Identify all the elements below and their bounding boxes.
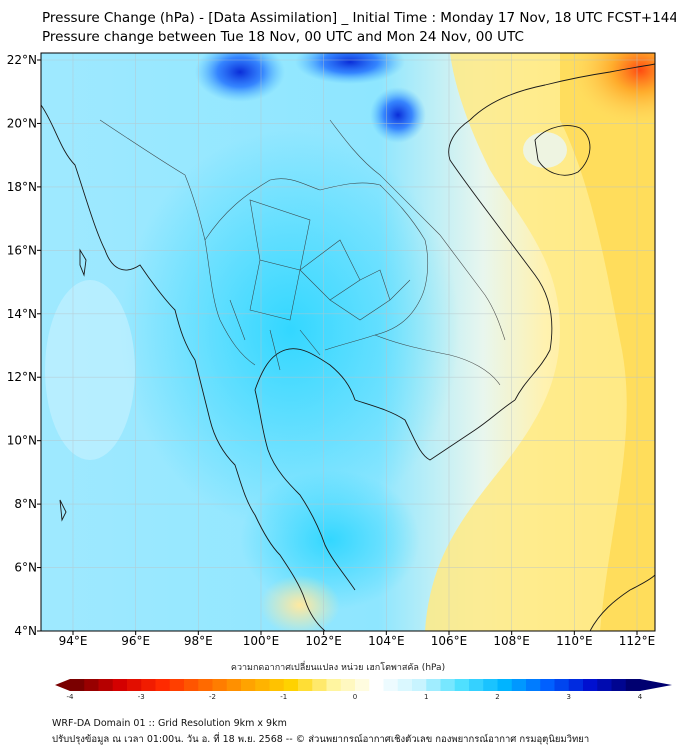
colorbar-cell	[241, 679, 256, 691]
colorbar-cell	[226, 679, 242, 691]
map-subtitle: Pressure change between Tue 18 Nov, 00 U…	[42, 29, 524, 45]
colorbar-cell	[84, 679, 99, 691]
colorbar-cell	[298, 679, 313, 691]
colorbar-cell	[554, 679, 570, 691]
lon-label: 94°E	[59, 634, 88, 648]
colorbar-tick-label: 2	[495, 693, 500, 701]
colorbar	[55, 679, 672, 691]
colorbar-cell	[483, 679, 498, 691]
colorbar-cell	[511, 679, 527, 691]
colorbar-tick-label: 3	[566, 693, 571, 701]
colorbar-tick-label: -1	[280, 693, 288, 701]
colorbar-cell	[212, 679, 228, 691]
colorbar-cell	[440, 679, 456, 691]
map-title: Pressure Change (hPa) - [Data Assimilati…	[42, 10, 676, 26]
colorbar-tick-label: 0	[352, 693, 358, 701]
colorbar-cell	[255, 679, 270, 691]
colorbar-cell	[426, 679, 441, 691]
borders	[99, 119, 506, 386]
colorbar-cell	[169, 679, 185, 691]
lat-label: 12°N	[7, 370, 37, 384]
colorbar-tick-label: -3	[137, 693, 145, 701]
colorbar-cell	[112, 679, 128, 691]
lon-label: 106°E	[431, 634, 468, 648]
colorbar-cell	[283, 679, 299, 691]
colorbar-cell	[625, 679, 641, 691]
lat-label: 20°N	[7, 116, 37, 130]
lon-label: 104°E	[368, 634, 405, 648]
colorbar-cell	[369, 679, 384, 691]
lon-label: 112°E	[619, 634, 656, 648]
colorbar-title: ความกดอากาศเปลี่ยนแปลง หน่วย เฮกโตพาสคัล…	[230, 663, 446, 673]
colorbar-cell	[326, 679, 342, 691]
coastlines	[41, 63, 655, 631]
colorbar-cell	[568, 679, 584, 691]
colorbar-right-arrow	[640, 679, 672, 691]
colorbar-cell	[412, 679, 427, 691]
colorbar-cell	[355, 679, 370, 691]
colorbar-left-arrow	[55, 679, 70, 691]
lat-label: 16°N	[7, 243, 37, 257]
lat-label: 14°N	[7, 307, 37, 321]
lat-label: 10°N	[7, 434, 37, 448]
lon-label: 98°E	[184, 634, 213, 648]
colorbar-tick-label: -2	[209, 693, 216, 701]
lon-label: 96°E	[121, 634, 150, 648]
pressure-field	[41, 53, 655, 631]
colorbar-cell	[597, 679, 612, 691]
lon-label: 100°E	[243, 634, 280, 648]
longitude-labels: 94°E 96°E 98°E 100°E 102°E 104°E 106°E 108°E 110…	[59, 631, 656, 648]
colorbar-cell	[141, 679, 156, 691]
colorbar-cell	[340, 679, 356, 691]
colorbar-cell	[611, 679, 627, 691]
colorbar-cell	[497, 679, 513, 691]
colorbar-cell	[397, 679, 413, 691]
colorbar-cell	[583, 679, 598, 691]
footer-update-info: ปรับปรุงข้อมูล ณ เวลา 01:00น. วัน อ. ที่…	[52, 734, 590, 745]
colorbar-cell	[469, 679, 484, 691]
colorbar-cell	[155, 679, 171, 691]
lat-label: 8°N	[14, 497, 37, 511]
colorbar-cell	[127, 679, 142, 691]
colorbar-tick-label: -4	[66, 693, 74, 701]
lon-label: 110°E	[556, 634, 593, 648]
colorbar-cell	[184, 679, 199, 691]
colorbar-cell	[454, 679, 470, 691]
lon-label: 102°E	[305, 634, 342, 648]
lat-label: 22°N	[7, 53, 37, 67]
footer-model-info: WRF-DA Domain 01 :: Grid Resolution 9km …	[52, 718, 287, 729]
lat-label: 18°N	[7, 180, 37, 194]
colorbar-cell	[70, 679, 85, 691]
colorbar-cell	[312, 679, 327, 691]
colorbar-cell	[198, 679, 213, 691]
colorbar-tick-label: 4	[637, 693, 643, 701]
lat-label: 6°N	[14, 561, 37, 575]
lat-label: 4°N	[14, 624, 37, 638]
latitude-labels: 22°N 20°N 18°N 16°N 14°N 12°N 10°N 8°N 6°N 4°N	[7, 53, 41, 638]
colorbar-cell	[383, 679, 399, 691]
colorbar-tick-label: 1	[424, 693, 429, 701]
colorbar-cell	[526, 679, 541, 691]
lon-label: 108°E	[493, 634, 530, 648]
colorbar-cell	[540, 679, 555, 691]
colorbar-cell	[98, 679, 114, 691]
map-frame	[40, 52, 656, 632]
colorbar-cell	[269, 679, 285, 691]
